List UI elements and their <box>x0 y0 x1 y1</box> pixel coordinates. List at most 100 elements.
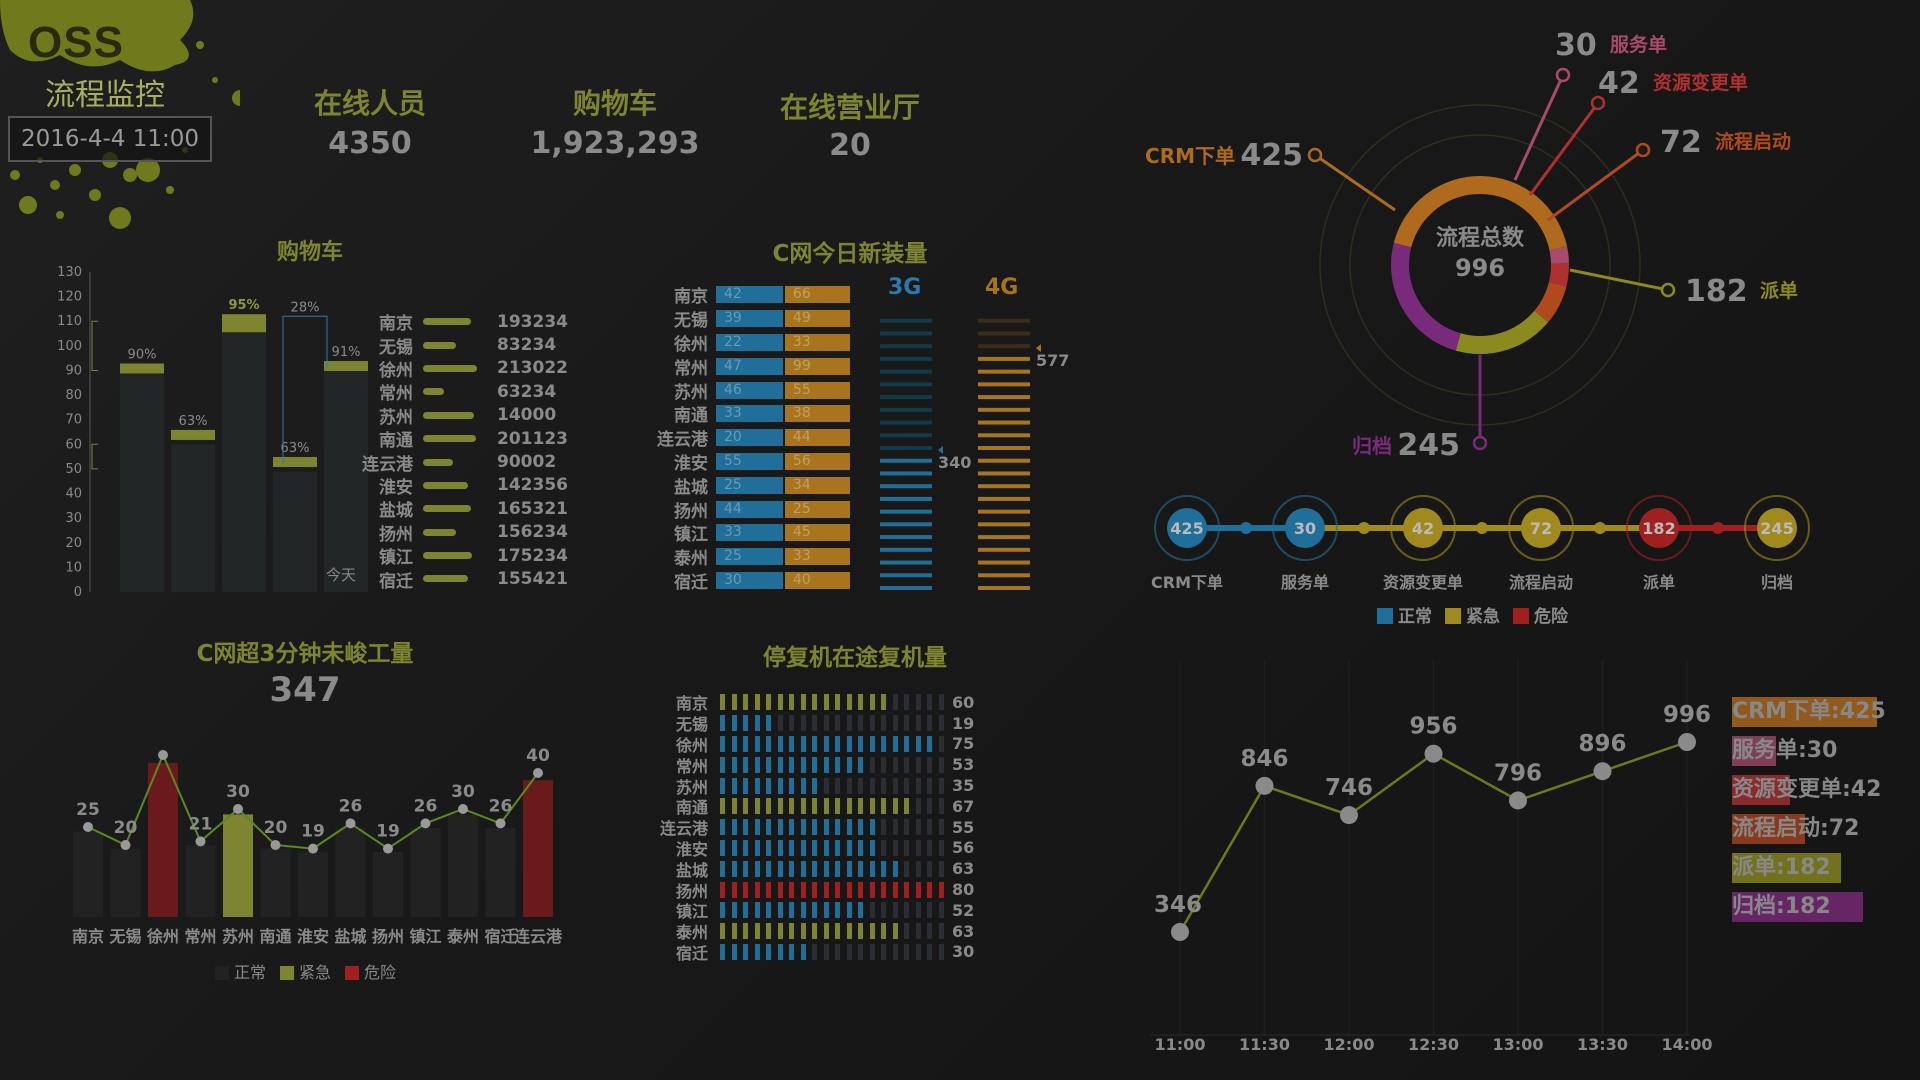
cnet-3g-value: 33 <box>716 405 783 423</box>
cart-y-tick: 90 <box>65 363 82 378</box>
cart-city-value: 63234 <box>497 381 557 402</box>
reboot-segment <box>777 839 783 856</box>
reboot-segment <box>938 943 944 960</box>
reboot-value: 63 <box>952 921 975 941</box>
overtime-value: 20 <box>264 818 288 838</box>
reboot-segment <box>892 860 898 877</box>
radial-leader-dot <box>1555 67 1571 83</box>
overtime-value: 25 <box>76 800 100 820</box>
radial-leader-dot <box>1660 282 1676 298</box>
reboot-segment <box>743 735 748 752</box>
trend-tag-bar <box>1732 697 1877 727</box>
overtime-point <box>233 804 243 814</box>
overtime-bar <box>523 780 553 917</box>
trend-point <box>1424 744 1443 763</box>
cart-city-bar <box>423 435 476 443</box>
overtime-point <box>308 843 318 854</box>
radial-item-value: 72 <box>1660 125 1702 160</box>
cart-city-bar-track <box>423 435 483 443</box>
pipe-node <box>1757 508 1797 548</box>
reboot-segment <box>858 819 863 836</box>
reboot-segment <box>846 902 852 919</box>
overtime-bar <box>448 814 478 917</box>
cart-city-row: 镇江 175234 <box>355 544 575 569</box>
cart-city-value: 14000 <box>497 405 557 426</box>
reboot-segment <box>881 943 886 960</box>
overtime-city: 盐城 <box>334 927 366 946</box>
reboot-segment <box>846 798 852 815</box>
cnet-4g-value: 49 <box>784 310 850 328</box>
cart-bar-mark <box>324 361 368 371</box>
radial-segment <box>1393 176 1568 251</box>
logo-title: 流程监控 <box>45 78 165 113</box>
radial-center-value: 996 <box>1455 254 1505 282</box>
cart-city-name: 扬州 <box>379 524 413 545</box>
reboot-segment <box>766 798 771 815</box>
reboot-segment <box>915 881 921 898</box>
cnet-row: 宿迁 30 40 <box>630 569 850 593</box>
pipe-node-value: 182 <box>1642 519 1675 538</box>
reboot-segment <box>823 777 829 794</box>
reboot-segment <box>927 881 932 898</box>
reboot-segment <box>720 694 725 711</box>
overtime-point <box>195 836 206 847</box>
overtime-city: 南京 <box>72 927 104 946</box>
reboot-segment <box>915 860 921 877</box>
reboot-city: 南京 <box>675 694 708 714</box>
overtime-point <box>383 843 393 854</box>
reboot-segment <box>835 839 840 856</box>
reboot-segment <box>869 839 875 856</box>
meter-segment <box>978 407 1030 412</box>
cart-city-name: 无锡 <box>379 337 413 358</box>
cnet-divider <box>783 548 785 566</box>
cnet-divider <box>783 429 785 447</box>
cnet-row: 淮安 55 56 <box>630 450 850 474</box>
cart-city-row: 宿迁 155421 <box>355 567 575 592</box>
cart-y-tick: 80 <box>65 388 82 403</box>
meter-segment <box>880 458 932 463</box>
trend-point <box>1593 762 1612 781</box>
radial-leader <box>1528 102 1600 196</box>
reboot-segment <box>777 923 783 940</box>
trend-tag-text: 流程启动:72 <box>1732 816 1860 841</box>
cart-bar <box>120 370 164 592</box>
trend-tag-text: 服务单:30 <box>1732 738 1838 763</box>
cnet-row: 常州 47 99 <box>630 354 850 379</box>
reboot-segment <box>869 735 875 752</box>
cnet-row: 苏州 46 55 <box>630 378 850 403</box>
reboot-row: 徐州 75 <box>650 734 1030 755</box>
reboot-segment <box>892 923 898 940</box>
cart-chart: 0 10 20 30 40 50 60 70 80 90 100 110 120 130 90% 63% 95%… <box>57 265 368 600</box>
reboot-segment <box>754 923 760 940</box>
cnet-title: C网今日新装量 <box>772 241 928 267</box>
reboot-segment <box>892 819 898 836</box>
cart-city-value: 90002 <box>497 452 557 473</box>
reboot-value: 67 <box>952 796 975 816</box>
reboot-segment <box>766 860 771 877</box>
meter-segment <box>880 484 932 489</box>
reboot-segment <box>754 715 760 732</box>
pipe-node <box>1403 508 1443 548</box>
cnet-3g-value: 39 <box>716 310 783 328</box>
trend-tag: CRM下单:425 <box>1732 695 1917 728</box>
cart-y-tick: 20 <box>65 536 82 551</box>
reboot-segment <box>846 694 852 711</box>
overtime-city: 无锡 <box>108 927 141 946</box>
reboot-city: 苏州 <box>675 777 708 797</box>
reboot-segment <box>858 777 863 794</box>
reboot-row: 淮安 56 <box>650 838 1030 859</box>
overtime-value: 45 <box>151 745 175 748</box>
reboot-segment <box>904 819 909 836</box>
reboot-segment <box>904 798 909 815</box>
cart-city-bar <box>423 364 477 372</box>
cnet-divider <box>783 405 785 423</box>
reboot-segment <box>904 923 909 940</box>
meter-segment <box>978 356 1030 361</box>
legend-label: 正常 <box>234 963 266 982</box>
reboot-segment <box>754 860 760 877</box>
cart-city-row: 常州 63234 <box>355 380 575 405</box>
reboot-segment <box>743 777 748 794</box>
legend-swatch <box>345 966 359 980</box>
radial-segment <box>1549 246 1569 264</box>
